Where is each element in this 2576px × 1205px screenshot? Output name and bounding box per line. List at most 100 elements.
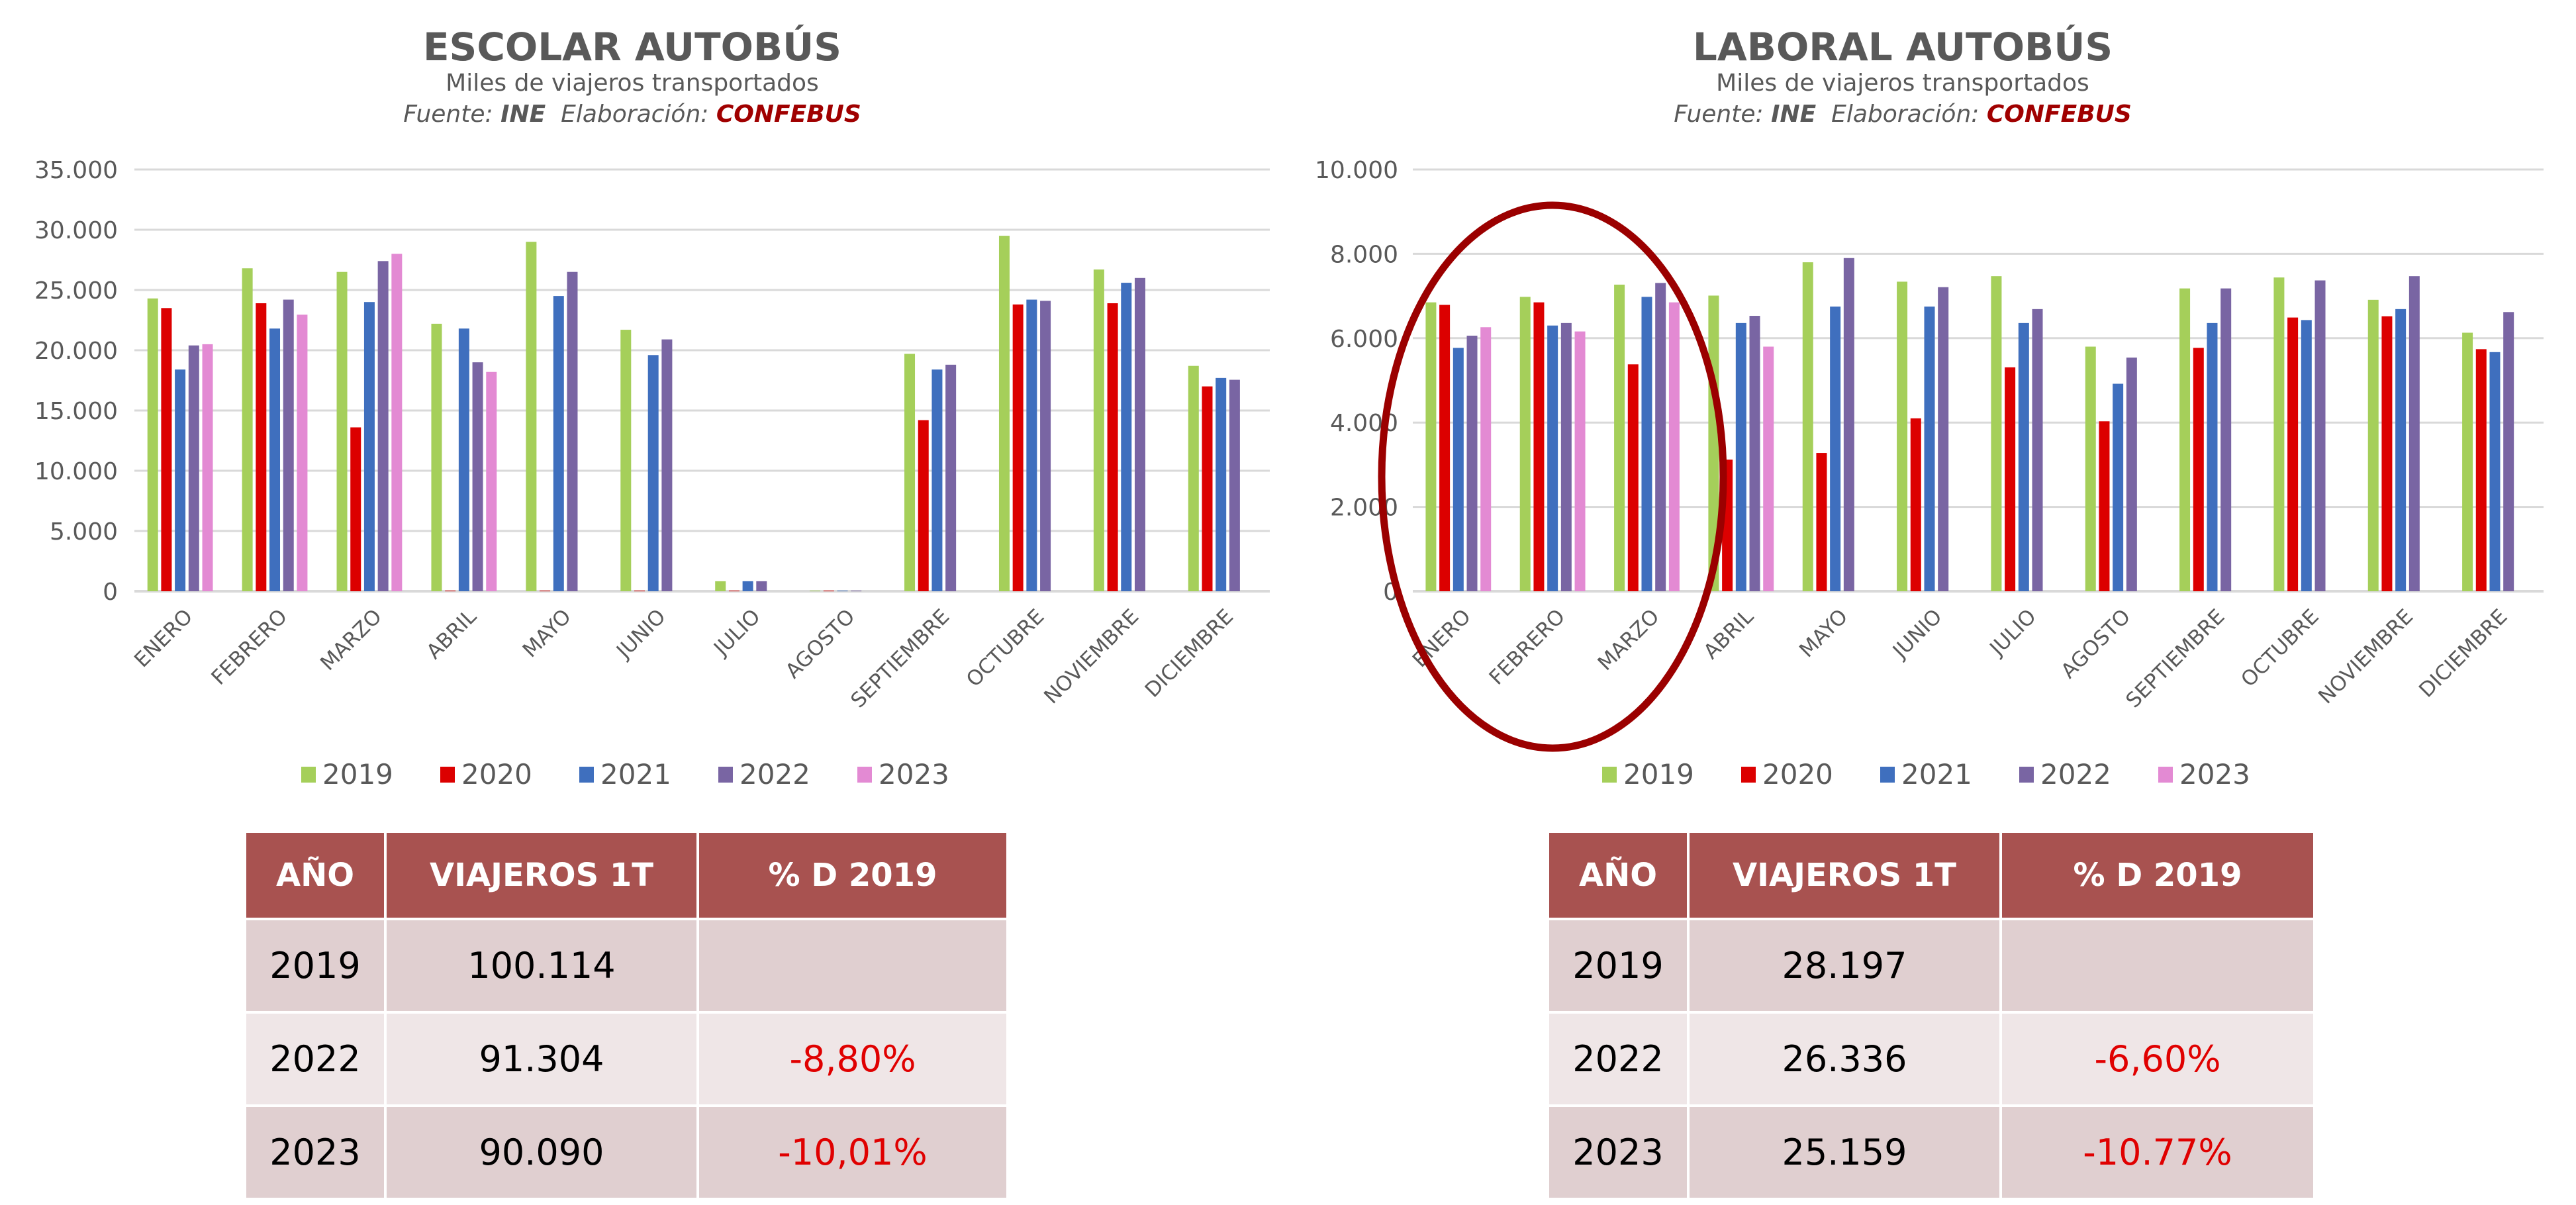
made-by-value: CONFEBUS [1986,101,2132,128]
cell-travelers: 26.336 [1690,1014,1999,1104]
bar-2020-marzo [350,427,361,591]
made-label: Elaboración: [561,101,709,128]
bar-2021-julio [742,581,753,591]
bar-2021-junio [1924,307,1935,591]
bar-2021-diciembre [1216,377,1227,591]
bar-2020-agosto [2099,421,2110,591]
legend-swatch-2021 [1880,767,1895,783]
cell-pct: -10,01% [699,1107,1006,1198]
x-tick-label: JUNIO [1887,604,1947,664]
legend-label-2020: 2020 [1762,758,1833,791]
bar-2019-enero [147,298,158,591]
source-value: INE [501,101,546,128]
chart-title: LABORAL AUTOBÚS [1692,24,2113,70]
header-year: AÑO [1549,833,1687,918]
bar-2020-julio [2005,367,2016,591]
x-tick-label: FEBRERO [1485,604,1570,690]
cell-pct [699,920,1006,1011]
x-tick-label: ABRIL [422,604,481,664]
laboral-title-block: LABORAL AUTOBÚS Miles de viajeros transp… [1505,25,2300,131]
bar-2019-junio [620,330,632,591]
bar-2021-septiembre [2207,322,2218,591]
bar-2021-abril [458,328,469,591]
bar-2019-octubre [2273,277,2285,591]
laboral-summary-table: AÑO VIAJEROS 1T % D 2019 2019 28.197 202… [1549,833,2313,1198]
x-tick-label: MARZO [316,604,387,675]
chart-subtitle: Miles de viajeros transportados [446,70,819,97]
bar-2021-febrero [269,328,281,591]
header-pct: % D 2019 [699,833,1006,918]
bar-2021-julio [2018,322,2029,591]
bar-2019-marzo [336,271,348,591]
legend-swatch-2022 [2019,767,2034,783]
bar-2022-octubre [1040,301,1051,591]
x-tick-label: SEPTIEMBRE [2121,604,2229,712]
bar-2019-febrero [242,268,253,591]
bar-2023-febrero [1574,331,1586,591]
bar-2022-septiembre [2220,288,2232,591]
y-tick-label: 2.000 [1330,495,1398,522]
x-tick-label: AGOSTO [781,604,860,683]
y-tick-label: 30.000 [34,217,118,244]
x-tick-label: MAYO [518,604,576,662]
bar-2021-diciembre [2489,352,2501,591]
bar-2021-abril [1735,322,1746,591]
bar-2020-mayo [1816,453,1827,591]
bar-2022-enero [1466,335,1478,591]
made-label: Elaboración: [1831,101,1980,128]
x-tick-label: JULIO [1985,604,2041,661]
cell-year: 2023 [1549,1107,1687,1198]
bar-2021-enero [175,369,186,591]
y-tick-label: 10.000 [34,458,118,485]
bar-2022-noviembre [2409,276,2420,591]
x-tick-label: NOVIEMBRE [2314,604,2418,708]
bar-2022-julio [756,581,767,591]
bar-2022-septiembre [945,364,957,591]
bar-2023-abril [1763,346,1774,591]
x-tick-label: NOVIEMBRE [1039,604,1143,708]
escolar-title-block: ESCOLAR AUTOBÚS Miles de viajeros transp… [235,25,1029,131]
bar-2023-febrero [297,314,308,591]
bar-2022-abril [1749,316,1760,591]
cell-pct: -6,60% [2002,1014,2313,1104]
legend-label-2021: 2021 [1901,758,1972,791]
y-tick-label: 5.000 [50,518,118,546]
cell-year: 2019 [1549,920,1687,1011]
bar-2019-septiembre [904,354,916,591]
bar-2021-junio [647,355,659,591]
bar-2020-diciembre [1202,386,1213,591]
bar-2022-marzo [377,261,389,591]
bar-2023-marzo [1668,302,1680,591]
legend-label-2022: 2022 [2040,758,2111,791]
bar-2020-noviembre [2381,316,2393,591]
x-tick-label: ABRIL [1699,604,1758,664]
bar-2021-octubre [1026,299,1037,591]
bar-2019-junio [1897,281,1908,591]
bar-2023-enero [202,344,213,591]
bar-2022-noviembre [1134,277,1145,591]
x-tick-label: FEBRERO [207,604,293,690]
bar-2019-diciembre [2462,332,2473,591]
x-tick-label: OCTUBRE [962,604,1049,692]
bar-2022-octubre [2314,280,2326,591]
bar-2020-febrero [1533,302,1545,591]
bar-2022-mayo [1843,258,1854,591]
bar-2022-marzo [1655,283,1666,591]
escolar-summary-table: AÑO VIAJEROS 1T % D 2019 2019 100.114 20… [246,833,1006,1198]
bar-2021-mayo [553,296,564,591]
cell-travelers: 25.159 [1690,1107,1999,1198]
y-tick-label: 10.000 [1315,157,1398,184]
legend-swatch-2023 [2158,767,2173,783]
legend-label-2019: 2019 [322,758,393,791]
bar-2022-enero [188,345,199,591]
x-tick-label: AGOSTO [2056,604,2135,683]
header-pct: % D 2019 [2002,833,2313,918]
bar-2020-septiembre [918,420,929,591]
x-tick-label: JULIO [708,604,765,661]
bar-2021-noviembre [1121,283,1132,591]
bar-2019-agosto [2085,346,2096,591]
bar-2022-diciembre [2503,312,2514,591]
legend-label-2020: 2020 [461,758,532,791]
bar-2019-julio [715,581,726,591]
y-tick-label: 15.000 [34,398,118,425]
